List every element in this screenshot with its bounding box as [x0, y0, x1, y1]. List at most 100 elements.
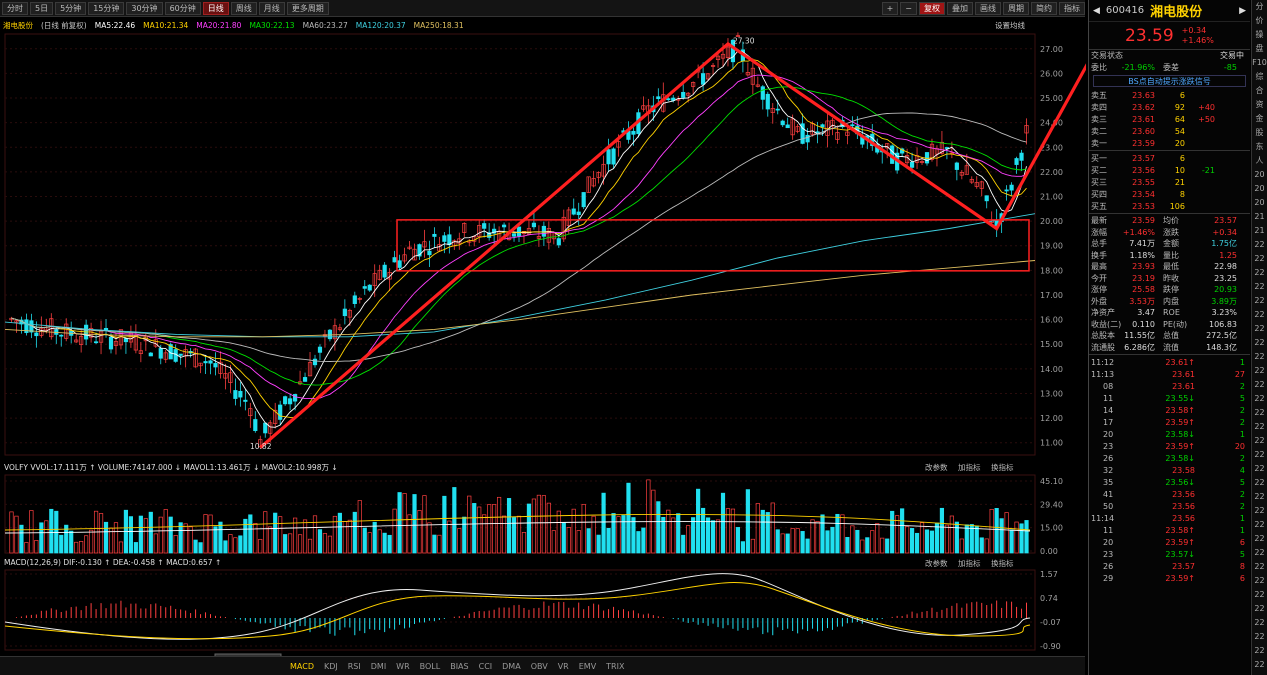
indicator-tab-11[interactable]: EMV — [578, 661, 597, 671]
indicator-tab-9[interactable]: OBV — [530, 661, 548, 671]
strip-item-1[interactable]: 价 — [1255, 16, 1264, 25]
period-tab-6[interactable]: 日线 — [202, 1, 229, 15]
strip-item-0[interactable]: 分 — [1255, 2, 1264, 11]
strip-item-23[interactable]: 22 — [1254, 324, 1265, 333]
strip-item-33[interactable]: 22 — [1254, 464, 1265, 473]
macd-btn-2[interactable]: 换指标 — [991, 559, 1014, 568]
strip-item-15[interactable]: 21 — [1254, 212, 1265, 221]
strip-item-17[interactable]: 22 — [1254, 240, 1265, 249]
indicator-tab-5[interactable]: BOLL — [419, 661, 441, 671]
bs-signal-button[interactable]: BS点自动提示涨跌信号 — [1093, 75, 1246, 87]
strip-item-21[interactable]: 22 — [1254, 296, 1265, 305]
strip-item-31[interactable]: 22 — [1254, 436, 1265, 445]
indicator-tab-4[interactable]: WR — [396, 661, 410, 671]
weicha-value: -85 — [1223, 62, 1237, 72]
strip-item-6[interactable]: 合 — [1255, 86, 1264, 95]
strip-item-25[interactable]: 22 — [1254, 352, 1265, 361]
strip-item-32[interactable]: 22 — [1254, 450, 1265, 459]
strip-item-10[interactable]: 东 — [1255, 142, 1264, 151]
strip-item-13[interactable]: 20 — [1254, 184, 1265, 193]
toolbar-btn-4[interactable]: 画线 — [975, 1, 1001, 15]
strip-item-45[interactable]: 22 — [1254, 632, 1265, 641]
strip-item-37[interactable]: 22 — [1254, 520, 1265, 529]
strip-item-18[interactable]: 22 — [1254, 254, 1265, 263]
strip-item-30[interactable]: 22 — [1254, 422, 1265, 431]
period-tab-0[interactable]: 分时 — [2, 1, 28, 15]
strip-item-42[interactable]: 22 — [1254, 590, 1265, 599]
tick-time-2: 08 — [1103, 381, 1114, 391]
strip-item-46[interactable]: 22 — [1254, 646, 1265, 655]
period-tab-9[interactable]: 更多周期 — [286, 1, 329, 15]
strip-item-11[interactable]: 人 — [1255, 156, 1264, 165]
period-tab-4[interactable]: 30分钟 — [126, 1, 163, 15]
tick-price-0: 23.61↑ — [1165, 357, 1195, 367]
strip-item-14[interactable]: 20 — [1254, 198, 1265, 207]
bids-row-4: 买五 23.53 106 — [1089, 200, 1250, 212]
strip-item-35[interactable]: 22 — [1254, 492, 1265, 501]
toolbar-btn-6[interactable]: 简约 — [1031, 1, 1057, 15]
toolbar-btn-5[interactable]: 周期 — [1003, 1, 1029, 15]
toolbar-btn-7[interactable]: 指标 — [1059, 1, 1085, 15]
tick-row-7: 23 23.59↑ 20 — [1089, 440, 1250, 452]
strip-item-36[interactable]: 22 — [1254, 506, 1265, 515]
macd-btn-1[interactable]: 加指标 — [958, 559, 981, 568]
period-tab-5[interactable]: 60分钟 — [164, 1, 201, 15]
volume-bar-120 — [606, 527, 611, 554]
strip-item-29[interactable]: 22 — [1254, 408, 1265, 417]
toolbar-btn-1[interactable]: − — [900, 1, 917, 15]
strip-item-43[interactable]: 22 — [1254, 604, 1265, 613]
toolbar-btn-3[interactable]: 叠加 — [947, 1, 973, 15]
macd-btn-0[interactable]: 改参数 — [925, 559, 948, 568]
strip-item-26[interactable]: 22 — [1254, 366, 1265, 375]
period-tab-1[interactable]: 5日 — [30, 1, 54, 15]
strip-item-8[interactable]: 金 — [1255, 114, 1264, 123]
strip-item-3[interactable]: 盘 — [1255, 44, 1264, 53]
strip-item-19[interactable]: 22 — [1254, 268, 1265, 277]
strip-item-22[interactable]: 22 — [1254, 310, 1265, 319]
strip-item-2[interactable]: 操 — [1255, 30, 1264, 39]
strip-item-34[interactable]: 22 — [1254, 478, 1265, 487]
period-tab-8[interactable]: 月线 — [258, 1, 285, 15]
strip-item-41[interactable]: 22 — [1254, 576, 1265, 585]
candle-body-70 — [357, 298, 362, 300]
period-tab-2[interactable]: 5分钟 — [55, 1, 87, 15]
strip-item-44[interactable]: 22 — [1254, 618, 1265, 627]
strip-item-38[interactable]: 22 — [1254, 534, 1265, 543]
strip-item-27[interactable]: 22 — [1254, 380, 1265, 389]
indicator-tab-2[interactable]: RSI — [347, 661, 361, 671]
indicator-tab-0[interactable]: MACD — [290, 661, 314, 671]
volume-btn-2[interactable]: 换指标 — [991, 463, 1014, 472]
strip-item-39[interactable]: 22 — [1254, 548, 1265, 557]
toolbar-btn-0[interactable]: + — [881, 1, 899, 15]
toolbar-btn-2[interactable]: 复权 — [919, 1, 945, 15]
indicator-tab-8[interactable]: DMA — [502, 661, 521, 671]
weibi-value: -21.96% — [1121, 62, 1155, 72]
indicator-tab-7[interactable]: CCI — [478, 661, 493, 671]
strip-item-4[interactable]: F10 — [1252, 58, 1267, 67]
strip-item-20[interactable]: 22 — [1254, 282, 1265, 291]
period-tab-3[interactable]: 15分钟 — [88, 1, 125, 15]
candle-body-140 — [705, 73, 711, 80]
ma-settings-link[interactable]: 设置均线 — [995, 20, 1025, 30]
strip-item-5[interactable]: 综 — [1255, 72, 1264, 81]
volume-btn-0[interactable]: 改参数 — [925, 463, 948, 472]
strip-item-40[interactable]: 22 — [1254, 562, 1265, 571]
period-tab-7[interactable]: 周线 — [230, 1, 257, 15]
indicator-tab-10[interactable]: VR — [557, 661, 569, 671]
strip-item-7[interactable]: 资 — [1255, 100, 1264, 109]
strip-item-47[interactable]: 22 — [1254, 660, 1265, 669]
strip-item-28[interactable]: 22 — [1254, 394, 1265, 403]
next-stock-icon[interactable]: ▶ — [1239, 5, 1246, 16]
volume-btn-1[interactable]: 加指标 — [958, 463, 981, 472]
candle-body-156 — [785, 124, 790, 129]
indicator-tab-3[interactable]: DMI — [370, 661, 387, 671]
strip-item-24[interactable]: 22 — [1254, 338, 1265, 347]
strip-item-12[interactable]: 20 — [1254, 170, 1265, 179]
indicator-tab-12[interactable]: TRIX — [606, 661, 625, 671]
strip-item-9[interactable]: 股 — [1255, 128, 1264, 137]
strip-item-16[interactable]: 21 — [1254, 226, 1265, 235]
indicator-tab-1[interactable]: KDJ — [323, 661, 338, 671]
kline-chart[interactable]: 27.00 26.00 25.00 24.00 23.00 22.00 21.00 20.00… — [0, 0, 1086, 656]
prev-stock-icon[interactable]: ◀ — [1093, 5, 1100, 16]
indicator-tab-6[interactable]: BIAS — [450, 661, 469, 671]
